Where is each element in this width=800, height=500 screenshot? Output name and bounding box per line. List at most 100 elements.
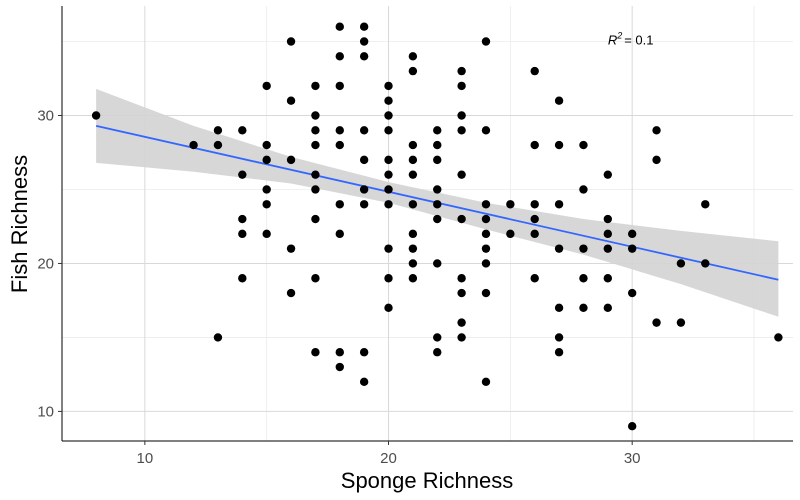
data-point bbox=[603, 303, 613, 313]
data-point bbox=[335, 229, 344, 239]
data-point bbox=[262, 185, 271, 194]
data-point bbox=[652, 318, 661, 327]
data-point bbox=[627, 229, 637, 239]
data-point bbox=[311, 274, 320, 283]
data-point bbox=[238, 170, 247, 179]
data-point bbox=[554, 200, 564, 209]
data-point bbox=[652, 155, 661, 165]
data-point bbox=[384, 111, 393, 120]
data-point bbox=[530, 66, 539, 76]
data-point bbox=[335, 348, 344, 357]
data-point bbox=[335, 362, 344, 372]
data-point bbox=[579, 185, 588, 194]
data-point bbox=[579, 303, 588, 313]
data-point bbox=[408, 52, 418, 61]
data-point bbox=[408, 229, 418, 239]
data-point bbox=[359, 126, 369, 135]
data-point bbox=[359, 348, 369, 357]
y-axis-title: Fish Richness bbox=[7, 155, 32, 293]
data-point bbox=[530, 200, 539, 209]
data-point bbox=[481, 229, 491, 239]
data-point bbox=[433, 259, 442, 268]
data-point bbox=[433, 140, 442, 150]
data-point bbox=[359, 155, 369, 165]
data-point bbox=[457, 81, 466, 91]
x-tick-label: 20 bbox=[380, 450, 397, 467]
data-point bbox=[676, 259, 686, 268]
data-point bbox=[384, 126, 393, 135]
data-point bbox=[384, 155, 393, 165]
data-point bbox=[676, 318, 686, 327]
data-point bbox=[384, 303, 393, 313]
data-point bbox=[408, 244, 418, 253]
data-point bbox=[506, 229, 515, 239]
data-point bbox=[286, 37, 296, 46]
data-point bbox=[311, 140, 320, 150]
data-point bbox=[408, 140, 418, 150]
data-point bbox=[213, 333, 223, 342]
x-axis-title: Sponge Richness bbox=[341, 468, 513, 493]
data-point bbox=[433, 200, 442, 209]
data-point bbox=[579, 274, 588, 283]
data-point bbox=[457, 214, 466, 224]
axes bbox=[61, 6, 793, 442]
data-point bbox=[262, 155, 271, 165]
data-point bbox=[603, 274, 613, 283]
data-point bbox=[701, 200, 710, 209]
data-point bbox=[408, 170, 418, 179]
data-point bbox=[530, 140, 539, 150]
data-point bbox=[286, 288, 296, 298]
data-point bbox=[774, 333, 783, 342]
data-point bbox=[189, 140, 198, 150]
data-point bbox=[627, 288, 637, 298]
data-point bbox=[359, 377, 369, 387]
data-point bbox=[603, 244, 613, 253]
data-point bbox=[481, 259, 491, 268]
data-point bbox=[359, 185, 369, 194]
data-point bbox=[286, 96, 296, 105]
data-point bbox=[554, 303, 564, 313]
data-point bbox=[481, 288, 491, 298]
data-point bbox=[213, 126, 223, 135]
data-point bbox=[530, 274, 539, 283]
data-point bbox=[91, 111, 101, 120]
data-point bbox=[286, 244, 296, 253]
data-point bbox=[286, 155, 296, 165]
data-point bbox=[213, 140, 223, 150]
data-point bbox=[530, 229, 539, 239]
data-point bbox=[579, 244, 588, 253]
data-point bbox=[554, 96, 564, 105]
x-tick-label: 10 bbox=[137, 450, 154, 467]
data-point bbox=[457, 288, 466, 298]
data-point bbox=[457, 333, 466, 342]
data-point bbox=[603, 170, 613, 179]
data-point bbox=[359, 37, 369, 46]
data-point bbox=[359, 52, 369, 61]
data-point bbox=[262, 140, 271, 150]
data-point bbox=[335, 126, 344, 135]
data-point bbox=[603, 229, 613, 239]
data-point bbox=[238, 126, 247, 135]
data-point bbox=[457, 318, 466, 327]
data-points bbox=[91, 22, 783, 431]
x-tick-label: 30 bbox=[624, 450, 641, 467]
data-point bbox=[554, 140, 564, 150]
data-point bbox=[335, 140, 344, 150]
data-point bbox=[262, 81, 271, 91]
data-point bbox=[311, 111, 320, 120]
data-point bbox=[384, 96, 393, 105]
tick-labels: 10 20 30 10 20 30 bbox=[37, 107, 640, 467]
data-point bbox=[335, 200, 344, 209]
data-point bbox=[311, 126, 320, 135]
data-point bbox=[481, 126, 491, 135]
data-point bbox=[384, 274, 393, 283]
data-point bbox=[603, 214, 613, 224]
y-tick-label: 20 bbox=[37, 255, 54, 272]
data-point bbox=[433, 333, 442, 342]
data-point bbox=[238, 214, 247, 224]
data-point bbox=[457, 66, 466, 76]
data-point bbox=[384, 185, 393, 194]
data-point bbox=[311, 185, 320, 194]
data-point bbox=[433, 155, 442, 165]
